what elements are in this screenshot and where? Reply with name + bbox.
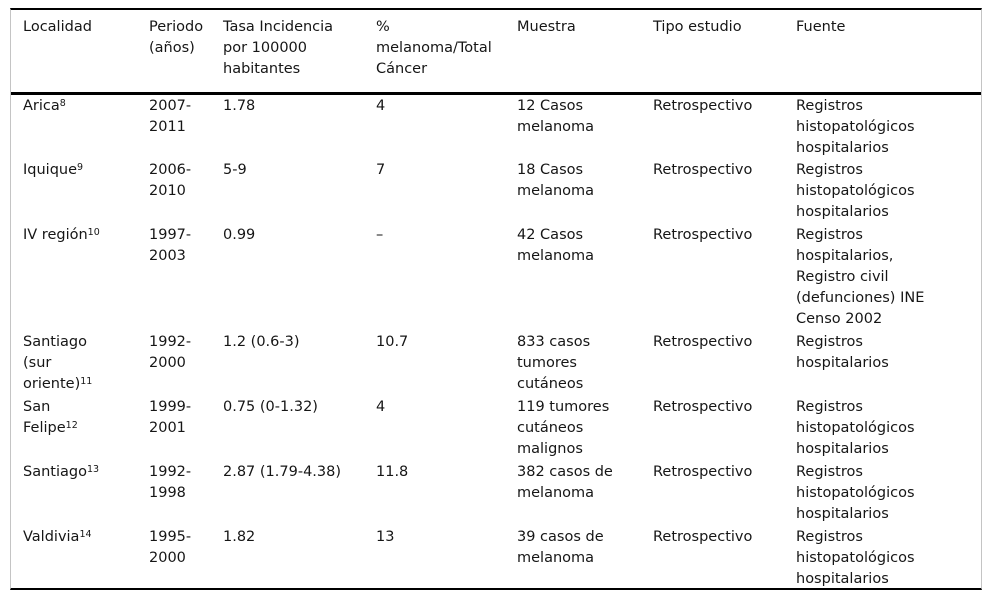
cell-tasa: 1.2 (0.6-3): [223, 334, 300, 350]
cell-fuente: Registros histopatológicos hospitalarios: [796, 162, 915, 220]
cell-pct-melanoma: 7: [376, 162, 386, 178]
cell-pct-melanoma: 4: [376, 98, 386, 114]
cell-fuente: Registros histopatológicos hospitalarios: [796, 399, 915, 457]
cell-tipo-estudio: Retrospectivo: [653, 227, 753, 243]
cell-tasa: 0.99: [223, 227, 256, 243]
cell-tasa: 5-9: [223, 162, 247, 178]
cell-tipo-estudio: Retrospectivo: [653, 162, 753, 178]
reference-superscript: 14: [79, 528, 92, 540]
localidad-text: Santiago: [23, 464, 87, 480]
cell-fuente: Registros hospitalarios: [796, 334, 889, 371]
cell-periodo: 1997- 2003: [149, 227, 192, 264]
cell-periodo: 1992- 2000: [149, 334, 192, 371]
table-row: Valdivia14 1995- 2000 1.82 13 39 casos d…: [11, 526, 981, 594]
cell-periodo: 1999- 2001: [149, 399, 192, 436]
cell-muestra: 382 casos de melanoma: [517, 464, 613, 501]
cell-pct-melanoma: –: [376, 227, 384, 243]
column-header-fuente: Fuente: [784, 10, 981, 95]
reference-superscript: 12: [65, 419, 78, 431]
cell-periodo: 1995- 2000: [149, 529, 192, 566]
localidad-text: Arica: [23, 98, 60, 114]
cell-muestra: 39 casos de melanoma: [517, 529, 604, 566]
cell-fuente: Registros hospitalarios, Registro civil …: [796, 227, 925, 327]
localidad-text: IV región: [23, 227, 88, 243]
cell-periodo: 2006- 2010: [149, 162, 192, 199]
reference-superscript: 9: [77, 161, 84, 173]
column-header-tasa-incidencia: Tasa Incidencia por 100000 habitantes: [211, 10, 364, 95]
cell-muestra: 119 tumores cutáneos malignos: [517, 399, 610, 457]
cell-localidad: Arica8: [11, 94, 137, 160]
cell-localidad: IV región10: [11, 224, 137, 331]
reference-superscript: 8: [59, 97, 66, 109]
cell-tipo-estudio: Retrospectivo: [653, 399, 753, 415]
column-header-tipo-estudio: Tipo estudio: [641, 10, 784, 95]
column-header-pct-melanoma: % melanoma/Total Cáncer: [364, 10, 505, 95]
localidad-text: San Felipe: [23, 399, 66, 436]
reference-superscript: 11: [80, 375, 93, 387]
cell-tasa: 1.82: [223, 529, 256, 545]
cell-tipo-estudio: Retrospectivo: [653, 464, 753, 480]
cell-localidad: Iquique9: [11, 159, 137, 224]
cell-localidad: Santiago (sur oriente)11: [11, 331, 137, 396]
cell-tasa: 1.78: [223, 98, 256, 114]
cell-muestra: 42 Casos melanoma: [517, 227, 595, 264]
table-frame: Localidad Periodo (años) Tasa Incidencia…: [10, 8, 982, 590]
localidad-text: Valdivia: [23, 529, 80, 545]
table-row: San Felipe12 1999- 2001 0.75 (0-1.32) 4 …: [11, 396, 981, 461]
reference-superscript: 10: [87, 226, 100, 238]
cell-fuente: Registros histopatológicos hospitalarios: [796, 464, 915, 522]
cell-periodo: 1992- 1998: [149, 464, 192, 501]
localidad-text: Santiago (sur oriente): [23, 334, 87, 392]
table-row: Arica8 2007- 2011 1.78 4 12 Casos melano…: [11, 94, 981, 160]
cell-muestra: 12 Casos melanoma: [517, 98, 595, 135]
cell-pct-melanoma: 13: [376, 529, 395, 545]
column-header-localidad: Localidad: [11, 10, 137, 95]
melanoma-studies-table: Localidad Periodo (años) Tasa Incidencia…: [11, 10, 981, 594]
cell-tipo-estudio: Retrospectivo: [653, 334, 753, 350]
cell-localidad: Valdivia14: [11, 526, 137, 594]
table-row: Santiago (sur oriente)11 1992- 2000 1.2 …: [11, 331, 981, 396]
column-header-muestra: Muestra: [505, 10, 641, 95]
cell-muestra: 18 Casos melanoma: [517, 162, 595, 199]
cell-tipo-estudio: Retrospectivo: [653, 529, 753, 545]
cell-tasa: 2.87 (1.79-4.38): [223, 464, 342, 480]
reference-superscript: 13: [86, 463, 100, 475]
cell-tipo-estudio: Retrospectivo: [653, 98, 753, 114]
localidad-text: Iquique: [23, 162, 78, 178]
cell-pct-melanoma: 10.7: [376, 334, 409, 350]
cell-muestra: 833 casos tumores cutáneos: [517, 334, 591, 392]
header-row: Localidad Periodo (años) Tasa Incidencia…: [11, 10, 981, 95]
cell-pct-melanoma: 4: [376, 399, 386, 415]
cell-localidad: San Felipe12: [11, 396, 137, 461]
cell-periodo: 2007- 2011: [149, 98, 192, 135]
cell-fuente: Registros histopatológicos hospitalarios: [796, 98, 915, 156]
cell-tasa: 0.75 (0-1.32): [223, 399, 318, 415]
cell-localidad: Santiago13: [11, 461, 137, 526]
table-row: Iquique9 2006- 2010 5-9 7 18 Casos melan…: [11, 159, 981, 224]
table-row: IV región10 1997- 2003 0.99 – 42 Casos m…: [11, 224, 981, 331]
cell-fuente: Registros histopatológicos hospitalarios: [796, 529, 915, 587]
table-row: Santiago13 1992- 1998 2.87 (1.79-4.38) 1…: [11, 461, 981, 526]
column-header-periodo: Periodo (años): [137, 10, 211, 95]
cell-pct-melanoma: 11.8: [376, 464, 409, 480]
